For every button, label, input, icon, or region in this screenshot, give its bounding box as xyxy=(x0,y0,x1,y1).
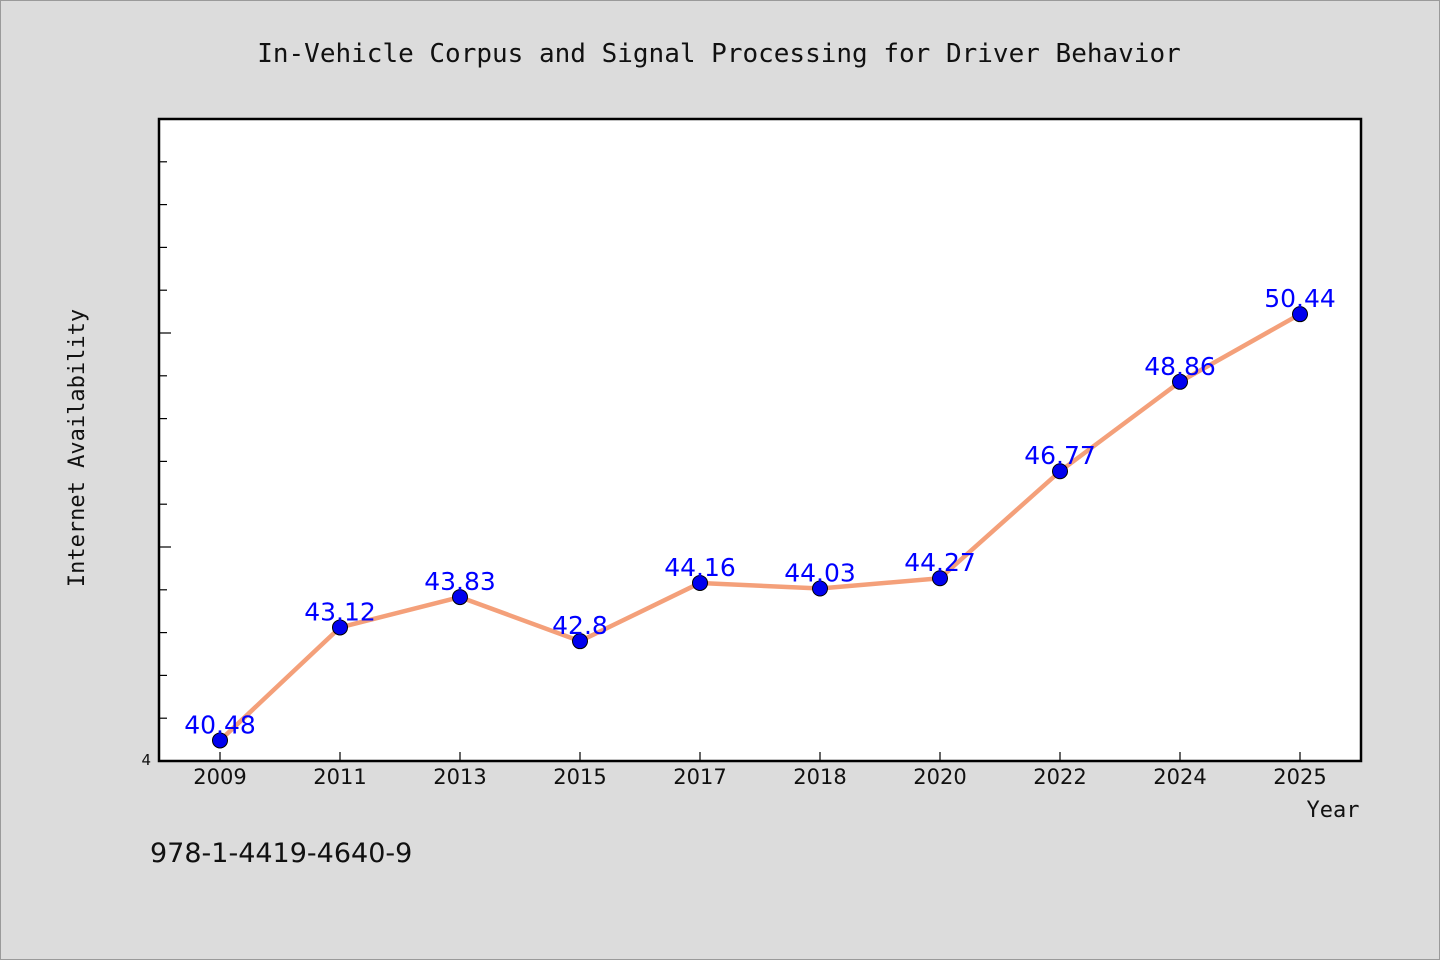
x-tick-label: 2018 xyxy=(793,765,846,789)
data-point-marker xyxy=(212,732,228,749)
data-point-marker xyxy=(692,574,708,591)
data-point-label: 44.16 xyxy=(664,553,736,582)
chart-title: In-Vehicle Corpus and Signal Processing … xyxy=(257,39,1181,69)
plot-area xyxy=(157,117,1363,763)
data-point-label: 44.27 xyxy=(904,548,976,577)
data-point-label: 44.03 xyxy=(784,559,856,588)
data-point-marker xyxy=(452,589,468,606)
x-axis-ticks: 2009 2011 2013 2015 2017 2018 2020 2022 2024 2025 xyxy=(193,752,1327,789)
x-tick-label: 2022 xyxy=(1033,765,1086,789)
x-tick-label: 2015 xyxy=(553,765,606,789)
data-point-label: 43.83 xyxy=(424,567,496,596)
y-axis-label: Internet Availability xyxy=(65,309,90,587)
data-point-marker xyxy=(812,580,828,597)
series-markers xyxy=(212,306,1308,749)
x-tick-label: 2009 xyxy=(193,765,246,789)
x-tick-label: 2013 xyxy=(433,765,486,789)
data-point-label: 42.8 xyxy=(552,611,608,640)
x-axis-label: Year xyxy=(1307,798,1360,823)
y-axis-min-tick-label: 4 xyxy=(141,751,151,769)
data-point-marker xyxy=(572,633,588,650)
data-point-label: 48.86 xyxy=(1144,352,1216,381)
footer-isbn: 978-1-4419-4640-9 xyxy=(150,838,412,869)
data-point-marker xyxy=(1172,373,1188,390)
data-labels: 40.48 43.12 43.83 42.8 44.16 44.03 44.27 46.77 4… xyxy=(184,284,1336,739)
data-point-label: 50.44 xyxy=(1264,284,1336,313)
data-point-marker xyxy=(332,619,348,636)
series-line xyxy=(217,311,1303,743)
x-tick-label: 2025 xyxy=(1273,765,1326,789)
data-point-label: 43.12 xyxy=(304,597,376,626)
data-point-marker xyxy=(1052,463,1068,480)
data-point-label: 46.77 xyxy=(1024,441,1096,470)
x-tick-label: 2020 xyxy=(913,765,966,789)
x-tick-label: 2024 xyxy=(1153,765,1206,789)
x-tick-label: 2011 xyxy=(313,765,366,789)
x-tick-label: 2017 xyxy=(673,765,726,789)
data-point-marker xyxy=(1292,306,1308,323)
data-point-marker xyxy=(932,570,948,587)
data-point-label: 40.48 xyxy=(184,710,256,739)
y-axis-ticks xyxy=(159,118,171,762)
